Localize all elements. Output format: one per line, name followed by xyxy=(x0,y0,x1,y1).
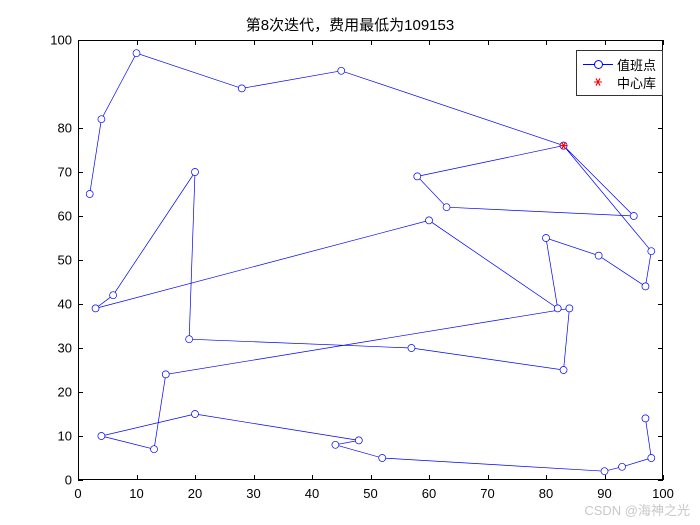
route-line xyxy=(90,53,652,471)
route-marker xyxy=(338,67,345,74)
route-marker xyxy=(162,371,169,378)
legend-item: 中心库 xyxy=(583,73,656,91)
route-marker xyxy=(648,248,655,255)
route-marker xyxy=(566,305,573,312)
route-marker xyxy=(426,217,433,224)
route-marker xyxy=(642,415,649,422)
route-marker xyxy=(379,455,386,462)
route-marker xyxy=(332,441,339,448)
route-marker xyxy=(86,191,93,198)
route-marker xyxy=(560,367,567,374)
legend-swatch xyxy=(583,57,613,71)
route-marker xyxy=(595,252,602,259)
route-marker xyxy=(642,283,649,290)
route-marker xyxy=(92,305,99,312)
legend-item: 值班点 xyxy=(583,55,656,73)
figure: 第8次迭代，费用最低为109153 CSDN @海神之光 01020304050… xyxy=(0,0,700,525)
route-marker xyxy=(98,433,105,440)
route-marker xyxy=(186,336,193,343)
route-marker xyxy=(151,446,158,453)
route-marker xyxy=(408,345,415,352)
route-marker xyxy=(355,437,362,444)
legend: 值班点中心库 xyxy=(576,50,663,96)
route-marker xyxy=(192,411,199,418)
legend-label: 值班点 xyxy=(617,55,656,74)
route-marker xyxy=(414,173,421,180)
route-marker xyxy=(133,50,140,57)
route-marker xyxy=(443,204,450,211)
route-marker xyxy=(543,235,550,242)
route-marker xyxy=(630,213,637,220)
route-marker xyxy=(619,463,626,470)
legend-label: 中心库 xyxy=(617,73,656,92)
legend-swatch xyxy=(583,75,613,89)
route-marker xyxy=(601,468,608,475)
route-marker xyxy=(98,116,105,123)
route-marker xyxy=(238,85,245,92)
route-marker xyxy=(192,169,199,176)
route-marker xyxy=(554,305,561,312)
route-marker xyxy=(648,455,655,462)
route-marker xyxy=(110,292,117,299)
